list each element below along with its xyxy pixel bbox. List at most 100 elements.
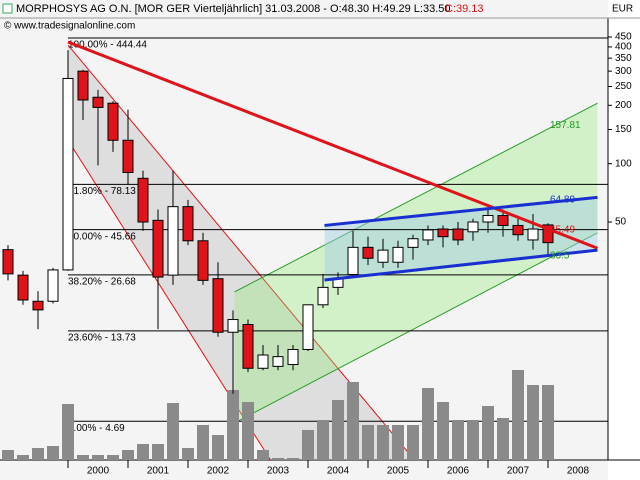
candle-body xyxy=(17,274,29,301)
candle-body xyxy=(377,249,389,263)
candle-body xyxy=(452,228,464,241)
volume-bar xyxy=(467,420,479,460)
volume-bar xyxy=(47,446,59,460)
volume-bar xyxy=(497,418,509,460)
x-tick-label: 2006 xyxy=(447,466,470,477)
candle-body xyxy=(212,278,224,333)
price-label: 33.5 xyxy=(550,250,570,261)
volume-bar xyxy=(32,448,44,460)
candle-body xyxy=(317,286,329,306)
candle-body xyxy=(347,246,359,276)
volume-bar xyxy=(137,444,149,460)
volume-bar xyxy=(107,455,119,460)
icon xyxy=(2,3,13,14)
volume-bar xyxy=(272,458,284,460)
candle-body xyxy=(362,246,374,259)
candle-body xyxy=(2,249,14,275)
volume-bar xyxy=(527,385,539,460)
candle-body xyxy=(302,304,314,350)
volume-bar xyxy=(362,425,374,460)
volume-bar xyxy=(512,370,524,460)
x-tick-label: 2000 xyxy=(87,466,110,477)
candle-body xyxy=(137,177,149,223)
x-tick-label: 2002 xyxy=(207,466,230,477)
y-tick-label: 350 xyxy=(615,53,632,64)
volume-bar xyxy=(407,425,419,460)
volume-bar xyxy=(77,455,89,460)
candle-body xyxy=(197,240,209,281)
volume-bar xyxy=(167,403,179,460)
volume-bar xyxy=(2,450,14,460)
candle-body xyxy=(542,224,554,244)
channel xyxy=(234,103,598,423)
volume-bar xyxy=(227,390,239,460)
currency: EUR xyxy=(612,4,633,15)
x-tick-label: 2007 xyxy=(507,466,530,477)
x-tick-label: 2004 xyxy=(327,466,350,477)
volume-bar xyxy=(437,402,449,460)
volume-bar xyxy=(242,402,254,460)
candle-body xyxy=(122,139,134,174)
fib-label: 38.20% - 26.68 xyxy=(68,277,136,288)
candle-body xyxy=(422,229,434,241)
channel-line xyxy=(234,232,598,424)
candle-body xyxy=(272,356,284,367)
volume-bar xyxy=(317,420,329,460)
candle-body xyxy=(497,215,509,226)
x-tick-label: 2001 xyxy=(147,466,170,477)
fib-label: 100.00% - 444.44 xyxy=(68,40,147,51)
fib-label: 23.60% - 13.73 xyxy=(68,332,136,343)
y-tick-label: 300 xyxy=(615,66,632,77)
fib-label: 61.80% - 78.13 xyxy=(68,186,136,197)
candle-body xyxy=(512,224,524,236)
price-label: 64.89 xyxy=(550,195,575,206)
volume-bar xyxy=(152,444,164,460)
candle-body xyxy=(32,300,44,311)
volume-bar xyxy=(332,400,344,460)
x-tick-label: 2008 xyxy=(567,466,590,477)
price-label: 157.81 xyxy=(550,120,581,131)
volume-bar xyxy=(17,455,29,460)
axis-panel xyxy=(608,0,640,480)
candle-body xyxy=(62,77,74,271)
candle-body xyxy=(92,96,104,108)
candle-body xyxy=(77,70,89,101)
fib-label: 50.00% - 45.66 xyxy=(68,231,136,242)
volume-bar xyxy=(122,450,134,460)
candle-body xyxy=(167,206,179,276)
volume-bar xyxy=(302,430,314,460)
y-tick-label: 50 xyxy=(615,217,627,228)
volume-bar xyxy=(377,425,389,460)
candle-body xyxy=(527,228,539,241)
volume-bar xyxy=(452,420,464,460)
volume-bar xyxy=(287,458,299,460)
candle-body xyxy=(287,348,299,366)
channel-line xyxy=(234,102,598,293)
source: © www.tradesignalonline.com xyxy=(4,21,135,32)
candle-body xyxy=(182,206,194,242)
volume-bar xyxy=(482,406,494,460)
candle-body xyxy=(257,354,269,369)
candle-body xyxy=(437,228,449,238)
chart-title: MORPHOSYS AG O.N. [MOR GER Vierteljährli… xyxy=(16,3,451,15)
y-tick-label: 450 xyxy=(615,32,632,43)
x-tick-label: 2003 xyxy=(267,466,290,477)
y-tick-label: 150 xyxy=(615,124,632,135)
volume-bar xyxy=(212,435,224,460)
candle-body xyxy=(242,323,254,369)
y-tick-label: 250 xyxy=(615,81,632,92)
fib-label: 0.00% - 4.69 xyxy=(68,423,125,434)
x-tick-label: 2005 xyxy=(387,466,410,477)
price-label: 45.49 xyxy=(550,225,575,236)
y-tick-label: 100 xyxy=(615,158,632,169)
candle-body xyxy=(392,246,404,263)
volume-bar xyxy=(422,388,434,460)
candle-body xyxy=(227,319,239,333)
trend-line xyxy=(324,195,598,227)
candle-body xyxy=(467,221,479,233)
y-tick-label: 400 xyxy=(615,42,632,53)
volume-bar xyxy=(62,404,74,460)
candle-body xyxy=(482,215,494,223)
